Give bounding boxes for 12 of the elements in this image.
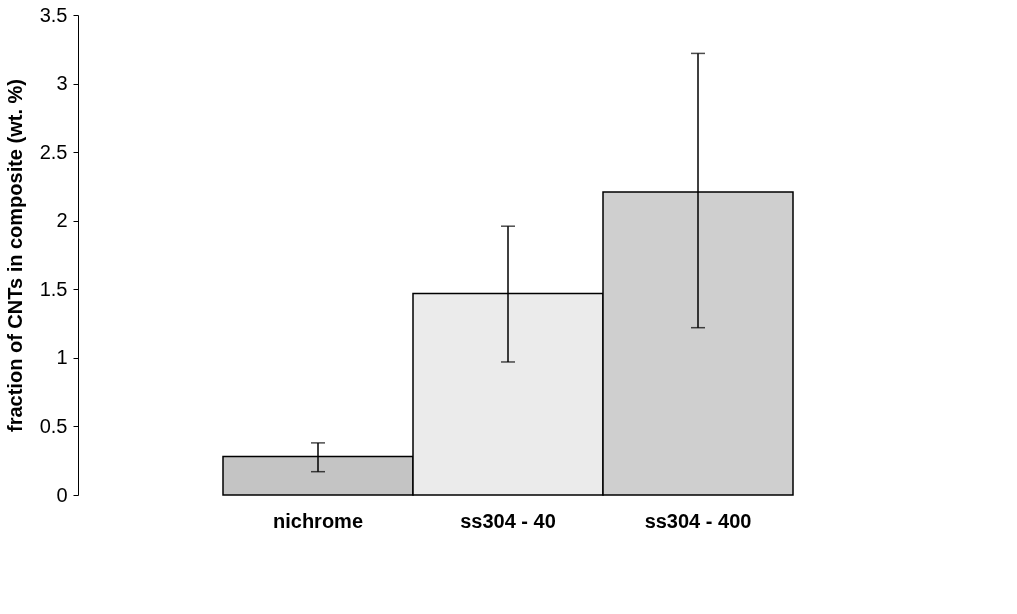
y-tick-label: 2 — [56, 209, 68, 232]
y-tick-label: 3 — [56, 72, 68, 95]
y-tick-label: 1.5 — [39, 277, 68, 300]
x-tick-label: ss304 - 40 — [460, 509, 556, 532]
y-axis-title: fraction of CNTs in composite (wt. %) — [3, 79, 26, 432]
x-tick-label: ss304 - 400 — [644, 509, 752, 532]
x-tick-label: nichrome — [272, 509, 364, 532]
y-tick-label: 0 — [56, 483, 68, 506]
y-tick-label: 2.5 — [39, 140, 68, 163]
y-tick-label: 3.5 — [39, 3, 68, 26]
y-tick-label: 0.5 — [39, 414, 68, 437]
y-tick-label: 1 — [56, 346, 68, 369]
